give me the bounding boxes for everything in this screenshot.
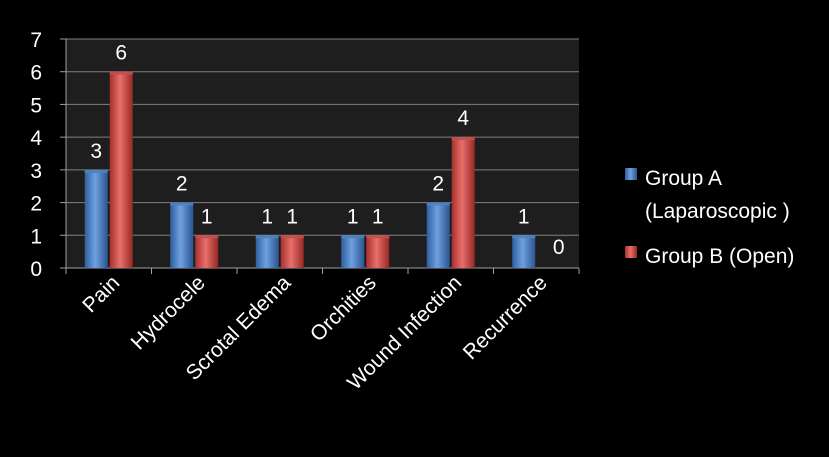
data-label: 6 (115, 42, 127, 65)
y-tick-label: 3 (30, 160, 42, 183)
data-label: 1 (518, 205, 530, 228)
y-tick-label: 2 (30, 193, 42, 216)
legend-swatch-group-a (625, 168, 637, 180)
y-tick-label: 6 (30, 62, 42, 85)
bar-cap (195, 235, 219, 239)
bar-cap (170, 202, 194, 206)
plot-area (66, 39, 579, 268)
data-label: 0 (553, 236, 565, 259)
y-tick-label: 5 (30, 94, 42, 117)
data-label: 3 (90, 140, 102, 163)
data-label: 1 (201, 205, 213, 228)
bar-group-a-scrotal-edema (255, 235, 279, 268)
bar-group-a-wound-infection (426, 202, 450, 268)
bar-cap (366, 235, 390, 239)
legend: Group A (Laparoscopic ) Group B (Open) (625, 167, 794, 268)
data-label: 2 (432, 173, 444, 196)
bar-cap (512, 235, 536, 239)
bar-cap (341, 235, 365, 239)
legend-label: (Laparoscopic ) (645, 200, 790, 223)
bar-group-b-pain (109, 71, 133, 268)
bar-group-a-hydrocele (170, 202, 194, 268)
data-label: 4 (457, 107, 469, 130)
bar-group-b-scrotal-edema (280, 235, 304, 268)
bar-group-b-hydrocele (195, 235, 219, 268)
legend-label: Group A (645, 167, 722, 190)
bar-cap (451, 137, 475, 141)
y-tick-label: 1 (30, 225, 42, 248)
data-label: 1 (347, 205, 359, 228)
bars (84, 71, 536, 268)
bar-group-a-recurrence (512, 235, 536, 268)
y-tick-label: 7 (30, 29, 42, 52)
y-tick-label: 4 (30, 127, 42, 150)
gridlines (66, 38, 579, 236)
bar-group-a-orchities (341, 235, 365, 268)
bar-cap (280, 235, 304, 239)
y-tick-label: 0 (30, 258, 42, 281)
data-label: 1 (261, 205, 273, 228)
bar-cap (255, 235, 279, 239)
bar-group-a-pain (84, 169, 108, 268)
bar-cap (109, 71, 133, 75)
data-label: 1 (372, 205, 384, 228)
bar-cap (426, 202, 450, 206)
data-label: 2 (176, 173, 188, 196)
bar-group-b-wound-infection (451, 137, 475, 268)
bar-cap (84, 169, 108, 173)
legend-label: Group B (Open) (645, 245, 794, 268)
bar-group-b-orchities (366, 235, 390, 268)
legend-swatch-group-b (625, 246, 637, 258)
data-label: 1 (286, 205, 298, 228)
